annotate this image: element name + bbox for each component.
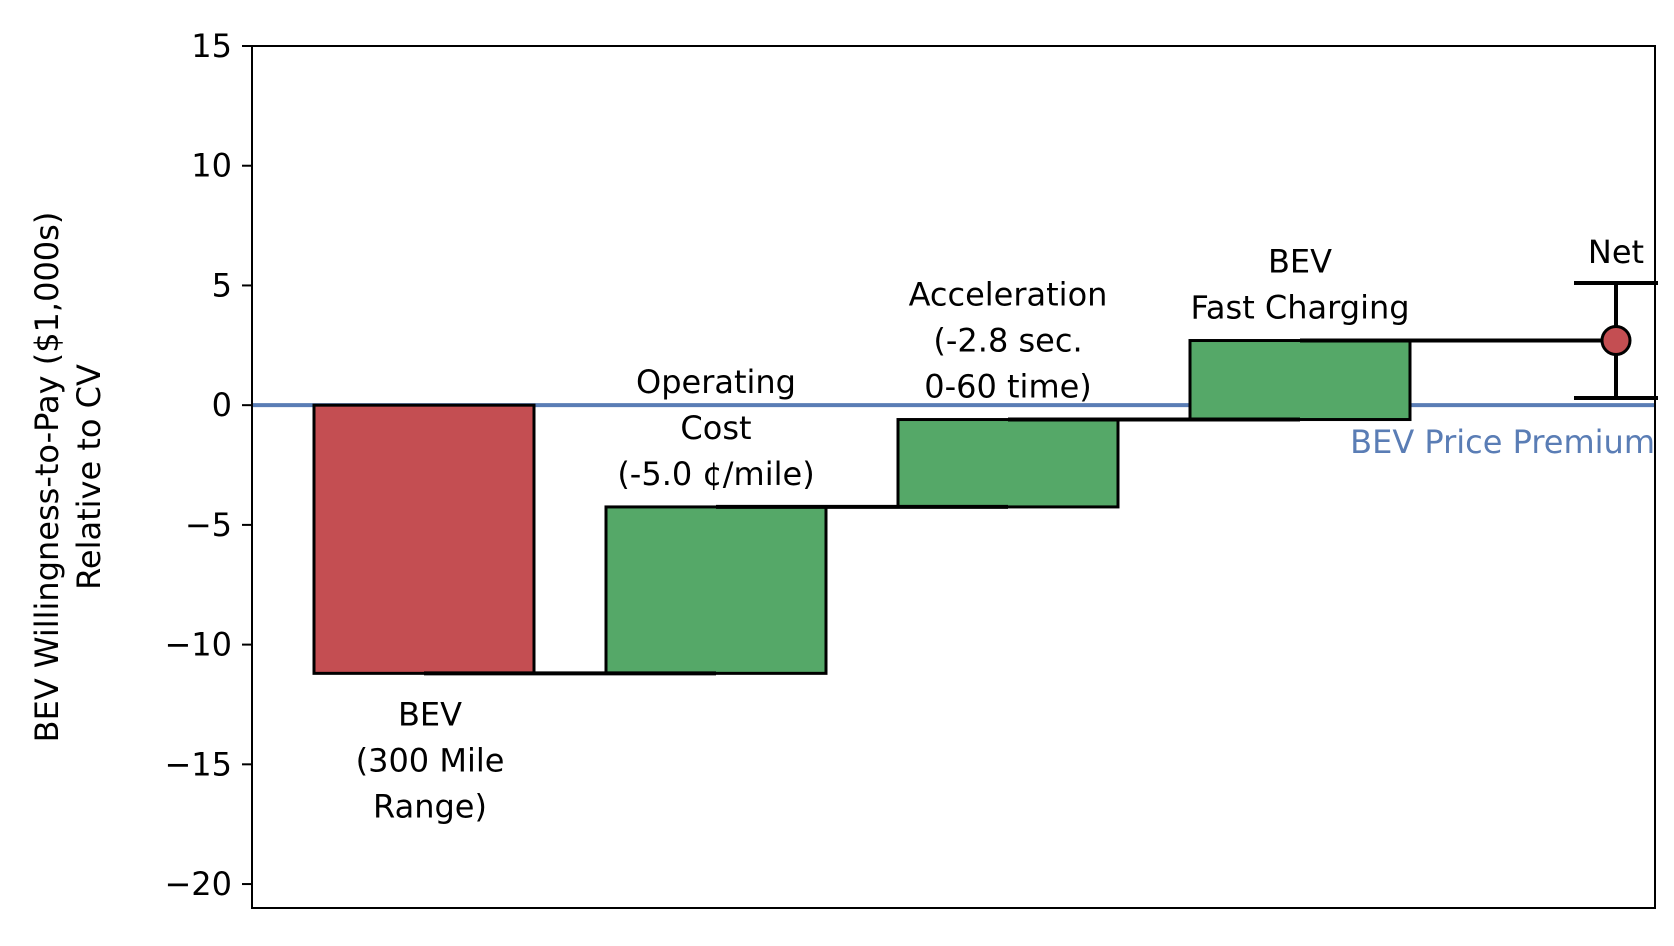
bar-label-line: 0-60 time) bbox=[924, 368, 1092, 406]
net-marker: Net bbox=[1574, 233, 1658, 400]
waterfall-bar bbox=[312, 403, 536, 675]
bar-label-line: BEV bbox=[1268, 243, 1332, 281]
y-axis-label-line: Relative to CV bbox=[70, 364, 108, 590]
bar-label-line: Fast Charging bbox=[1190, 289, 1409, 327]
net-point bbox=[1600, 325, 1632, 357]
y-tick-label: 10 bbox=[191, 147, 232, 185]
y-tick-label: −5 bbox=[185, 506, 232, 544]
y-axis-label-line: BEV Willingness-to-Pay ($1,000s) bbox=[28, 212, 66, 743]
waterfall-bar bbox=[1188, 339, 1412, 422]
bar-label-line: Acceleration bbox=[909, 276, 1108, 314]
bar-label-line: Range) bbox=[373, 787, 487, 825]
price-premium-label: BEV Price Premium bbox=[1350, 423, 1655, 461]
y-axis-ticks: 15 10 5 0 −5 −10 −15 −20 bbox=[164, 27, 252, 903]
waterfall-bar bbox=[604, 505, 828, 675]
y-tick-label: 0 bbox=[212, 386, 232, 424]
bar-label-line: (-5.0 ¢/mile) bbox=[617, 455, 814, 493]
y-tick-label: −10 bbox=[164, 626, 232, 664]
bar-label-line: Operating bbox=[636, 363, 796, 401]
y-tick-label: −20 bbox=[164, 865, 232, 903]
plot-frame bbox=[251, 45, 1656, 909]
waterfall-bar bbox=[896, 418, 1120, 509]
bar-label-line: BEV bbox=[398, 695, 462, 733]
y-tick-label: −15 bbox=[164, 745, 232, 783]
bar-label-line: (-2.8 sec. bbox=[933, 322, 1082, 360]
y-axis-label: BEV Willingness-to-Pay ($1,000s) Relative… bbox=[28, 212, 108, 743]
bar-label-line: (300 Mile bbox=[356, 741, 505, 779]
y-tick-label: 15 bbox=[191, 27, 232, 65]
step-connectors bbox=[424, 338, 1616, 676]
bar-label-line: Cost bbox=[680, 409, 751, 447]
y-tick-label: 5 bbox=[212, 266, 232, 304]
bar-labels: BEV (300 Mile Range) Operating Cost (-5.0 ¢/m… bbox=[356, 243, 1410, 826]
net-label: Net bbox=[1588, 233, 1644, 271]
